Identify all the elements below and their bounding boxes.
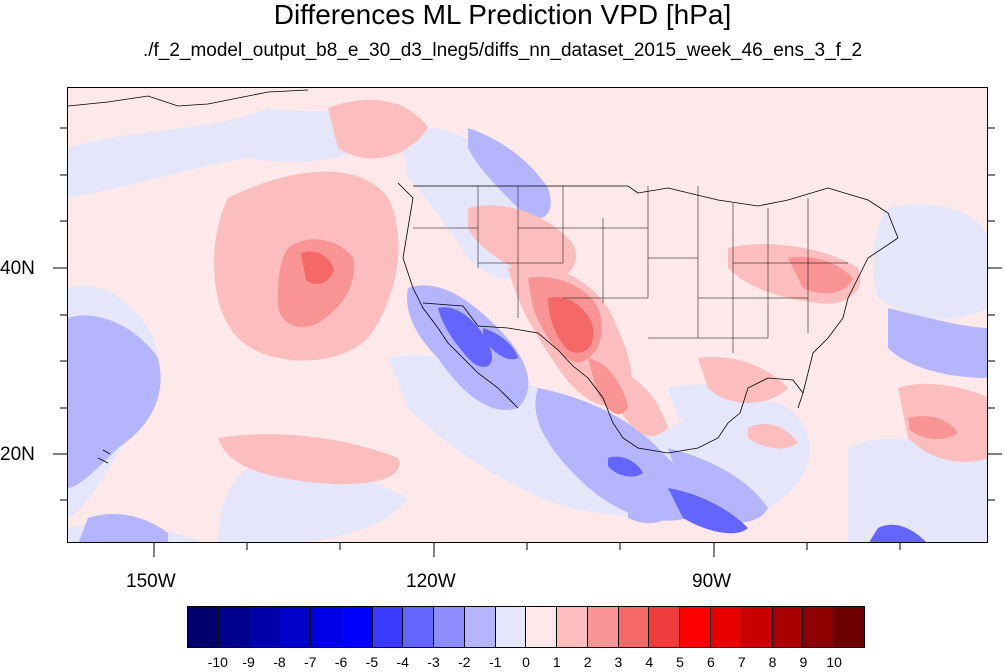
lat-label-40n: 40N bbox=[0, 258, 35, 279]
colorbar-label: -10 bbox=[207, 654, 228, 670]
strong-blue-areas bbox=[438, 307, 927, 542]
colorbar-swatch bbox=[464, 607, 496, 647]
colorbar-label: -2 bbox=[458, 654, 471, 670]
colorbar-label: -6 bbox=[334, 654, 348, 670]
colorbar-label: 8 bbox=[768, 654, 777, 670]
colorbar-swatch bbox=[188, 607, 219, 647]
lat-label-20n: 20N bbox=[0, 444, 35, 465]
colorbar-label: -3 bbox=[427, 654, 440, 670]
colorbar-swatch bbox=[218, 607, 250, 647]
colorbar-label: 6 bbox=[707, 654, 715, 670]
colorbar-swatch bbox=[711, 607, 742, 647]
colorbar-label: -8 bbox=[273, 654, 286, 670]
lon-label-90w: 90W bbox=[692, 571, 732, 592]
colorbar-label: 7 bbox=[737, 654, 746, 670]
vpd-difference-field bbox=[68, 89, 987, 542]
colorbar-swatch bbox=[249, 607, 281, 647]
colorbar-swatch bbox=[741, 607, 773, 647]
colorbar-swatch bbox=[311, 607, 342, 647]
colorbar-swatch bbox=[403, 607, 435, 647]
colorbar-label: -1 bbox=[488, 654, 502, 670]
colorbar-label: 5 bbox=[676, 654, 684, 670]
strong-red-areas bbox=[301, 251, 594, 353]
state-borders bbox=[413, 186, 848, 353]
colorbar-label: -4 bbox=[396, 654, 409, 670]
map-title: Differences ML Prediction VPD [hPa] bbox=[273, 0, 732, 30]
lon-label-150w: 150W bbox=[126, 571, 176, 592]
map-panel bbox=[67, 87, 988, 543]
colorbar-label: -7 bbox=[304, 654, 317, 670]
colorbar-swatch bbox=[680, 607, 712, 647]
colorbar-label: 3 bbox=[614, 654, 623, 670]
colorbar-label: 9 bbox=[799, 654, 808, 670]
colorbar-label: 10 bbox=[826, 654, 842, 670]
colorbar-swatch bbox=[649, 607, 681, 647]
colorbar-label: 1 bbox=[552, 654, 561, 670]
lon-label-120w: 120W bbox=[406, 571, 456, 592]
colorbar-swatch bbox=[772, 607, 804, 647]
colorbar-label: -5 bbox=[365, 654, 379, 670]
colorbar-swatch bbox=[618, 607, 650, 647]
colorbar-swatch bbox=[834, 607, 864, 647]
colorbar-swatch bbox=[495, 607, 527, 647]
colorbar-label: 4 bbox=[645, 654, 654, 670]
colorbar-swatch bbox=[587, 607, 619, 647]
coastlines bbox=[68, 89, 899, 464]
colorbar-swatch bbox=[372, 607, 404, 647]
blue-areas bbox=[68, 128, 987, 542]
map-subtitle: ./f_2_model_output_b8_e_30_d3_lneg5/diff… bbox=[142, 40, 863, 61]
colorbar-label: 0 bbox=[522, 654, 530, 670]
colorbar-swatch bbox=[557, 607, 588, 647]
colorbar-label: 2 bbox=[583, 654, 592, 670]
colorbar-label: -9 bbox=[242, 654, 255, 670]
colorbar bbox=[187, 606, 865, 648]
colorbar-swatch bbox=[434, 607, 465, 647]
colorbar-swatch bbox=[280, 607, 312, 647]
colorbar-swatch bbox=[341, 607, 373, 647]
colorbar-swatch bbox=[526, 607, 558, 647]
colorbar-swatch bbox=[803, 607, 835, 647]
